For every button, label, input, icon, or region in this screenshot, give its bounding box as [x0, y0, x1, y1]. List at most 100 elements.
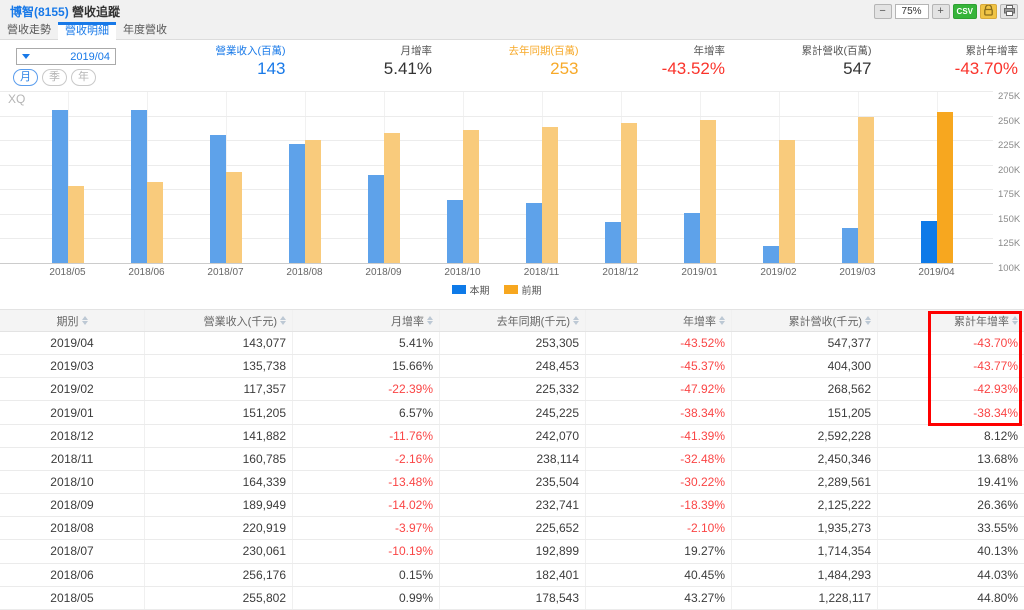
bar-previous[interactable]: [541, 127, 558, 263]
bar-previous[interactable]: [936, 112, 953, 263]
column-header-累計營收(千元)[interactable]: 累計營收(千元): [732, 310, 878, 331]
bar-group-2018/08[interactable]: [265, 91, 344, 263]
bar-current[interactable]: [604, 221, 621, 263]
x-tick-label: 2019/01: [681, 267, 718, 278]
period-dropdown-value: 2019/04: [70, 50, 110, 63]
bar-group-2018/06[interactable]: [107, 91, 186, 263]
bar-group-2018/07[interactable]: [186, 91, 265, 263]
x-tick-label: 2018/10: [444, 267, 481, 278]
table-cell: 268,562: [732, 378, 878, 401]
y-tick-label: 100K: [998, 263, 1021, 274]
bar-previous[interactable]: [778, 139, 795, 263]
tab-營收明細[interactable]: 營收明細: [58, 22, 116, 40]
bar-current[interactable]: [683, 212, 700, 263]
table-cell: -3.97%: [293, 517, 440, 540]
bar-current[interactable]: [920, 220, 937, 263]
bar-group-2018/11[interactable]: [502, 91, 581, 263]
bar-previous[interactable]: [304, 139, 321, 263]
sort-icon: [573, 316, 579, 325]
csv-export-button[interactable]: CSV: [952, 3, 977, 19]
legend-label: 前期: [521, 286, 542, 297]
table-cell: 248,453: [440, 355, 586, 378]
gridline: [0, 238, 993, 240]
table-cell: 404,300: [732, 355, 878, 378]
tab-bar: 營收走勢 營收明細 年度營收: [0, 22, 1024, 40]
sort-up-arrow: [865, 316, 871, 320]
bar-current[interactable]: [367, 174, 384, 263]
table-cell: -13.48%: [293, 470, 440, 494]
table-cell: 253,305: [440, 332, 586, 355]
table-cell: 1,484,293: [732, 563, 878, 586]
sort-down-arrow: [573, 321, 579, 325]
period-mode-季[interactable]: 季: [42, 69, 67, 86]
sort-down-arrow: [1012, 321, 1018, 325]
bar-current[interactable]: [525, 203, 542, 263]
bar-previous[interactable]: [146, 182, 163, 263]
column-header-年增率[interactable]: 年增率: [586, 310, 732, 331]
sort-down-arrow: [280, 321, 286, 325]
column-header-累計年增率[interactable]: 累計年增率: [878, 310, 1024, 331]
table-cell: 2,125,222: [732, 494, 878, 517]
zoom-level-value[interactable]: 75%: [894, 3, 929, 19]
x-tick-label: 2018/09: [365, 267, 402, 278]
bar-current[interactable]: [762, 245, 779, 263]
tab-營收走勢[interactable]: 營收走勢: [7, 24, 51, 36]
stats-row: 營業收入(百萬) 143 月增率 5.41% 去年同期(百萬) 253 年增率 -43.52%…: [145, 43, 1024, 78]
bar-previous[interactable]: [67, 185, 84, 263]
bar-current[interactable]: [288, 144, 305, 263]
table-cell: 5.41%: [293, 332, 440, 355]
table-cell: 2,450,346: [732, 447, 878, 470]
table-cell: -45.37%: [586, 355, 732, 378]
bar-group-2018/09[interactable]: [344, 91, 423, 263]
bar-group-2018/05[interactable]: [28, 91, 107, 263]
period-dropdown[interactable]: 2019/04: [16, 48, 116, 65]
y-tick-label: 275K: [998, 91, 1021, 102]
column-header-月增率[interactable]: 月增率: [293, 310, 440, 331]
column-header-期別[interactable]: 期別: [0, 310, 145, 331]
bar-previous[interactable]: [225, 171, 242, 263]
table-cell: 2018/05: [0, 586, 145, 609]
stat-value: -43.52%: [661, 59, 725, 78]
column-header-去年同期(千元)[interactable]: 去年同期(千元): [440, 310, 586, 331]
sort-icon: [81, 316, 88, 325]
bar-group-2019/03[interactable]: [818, 91, 897, 263]
table-cell: 178,543: [440, 586, 586, 609]
legend-swatch: [451, 285, 466, 294]
tab-年度營收[interactable]: 年度營收: [123, 24, 167, 36]
bar-group-2019/01[interactable]: [660, 91, 739, 263]
x-tick-label: 2018/05: [49, 267, 86, 278]
legend-item-本期[interactable]: 本期: [451, 282, 490, 297]
table-cell: 0.15%: [293, 563, 440, 586]
revenue-table: 期別 營業收入(千元) 月增率 去年同期(千元) 年增率 累計營收(千元) 累計年增率 20…: [0, 309, 1024, 610]
bar-group-2019/02[interactable]: [739, 91, 818, 263]
bar-current[interactable]: [841, 227, 858, 263]
table-row: 2018/10 164,339 -13.48% 235,504 -30.22% 2,289…: [0, 470, 1024, 495]
bar-current[interactable]: [446, 199, 463, 263]
table-cell: 192,899: [440, 540, 586, 563]
sort-icon: [719, 316, 725, 325]
bar-current[interactable]: [209, 135, 226, 263]
print-button[interactable]: [1000, 3, 1018, 19]
period-mode-月[interactable]: 月: [13, 69, 38, 86]
period-mode-年[interactable]: 年: [71, 69, 96, 86]
bar-group-2018/12[interactable]: [581, 91, 660, 263]
zoom-out-button[interactable]: −: [873, 3, 892, 19]
bar-previous[interactable]: [383, 132, 400, 263]
zoom-in-button[interactable]: +: [931, 3, 950, 19]
stat-value: 547: [843, 59, 872, 78]
bar-previous[interactable]: [462, 129, 479, 263]
bar-previous[interactable]: [699, 120, 716, 263]
bar-group-2019/04[interactable]: [897, 91, 976, 263]
column-header-營業收入(千元)[interactable]: 營業收入(千元): [145, 310, 293, 331]
stat-label: 月增率: [400, 45, 433, 57]
bar-group-2018/10[interactable]: [423, 91, 502, 263]
bar-previous[interactable]: [857, 117, 874, 263]
legend-item-前期[interactable]: 前期: [503, 282, 542, 297]
lock-button[interactable]: [980, 3, 997, 19]
sort-up-arrow: [1012, 316, 1018, 320]
bar-previous[interactable]: [620, 123, 637, 263]
sort-up-arrow: [719, 316, 725, 320]
chevron-down-icon: [22, 54, 30, 59]
bar-current[interactable]: [51, 109, 68, 263]
bar-current[interactable]: [130, 109, 147, 263]
